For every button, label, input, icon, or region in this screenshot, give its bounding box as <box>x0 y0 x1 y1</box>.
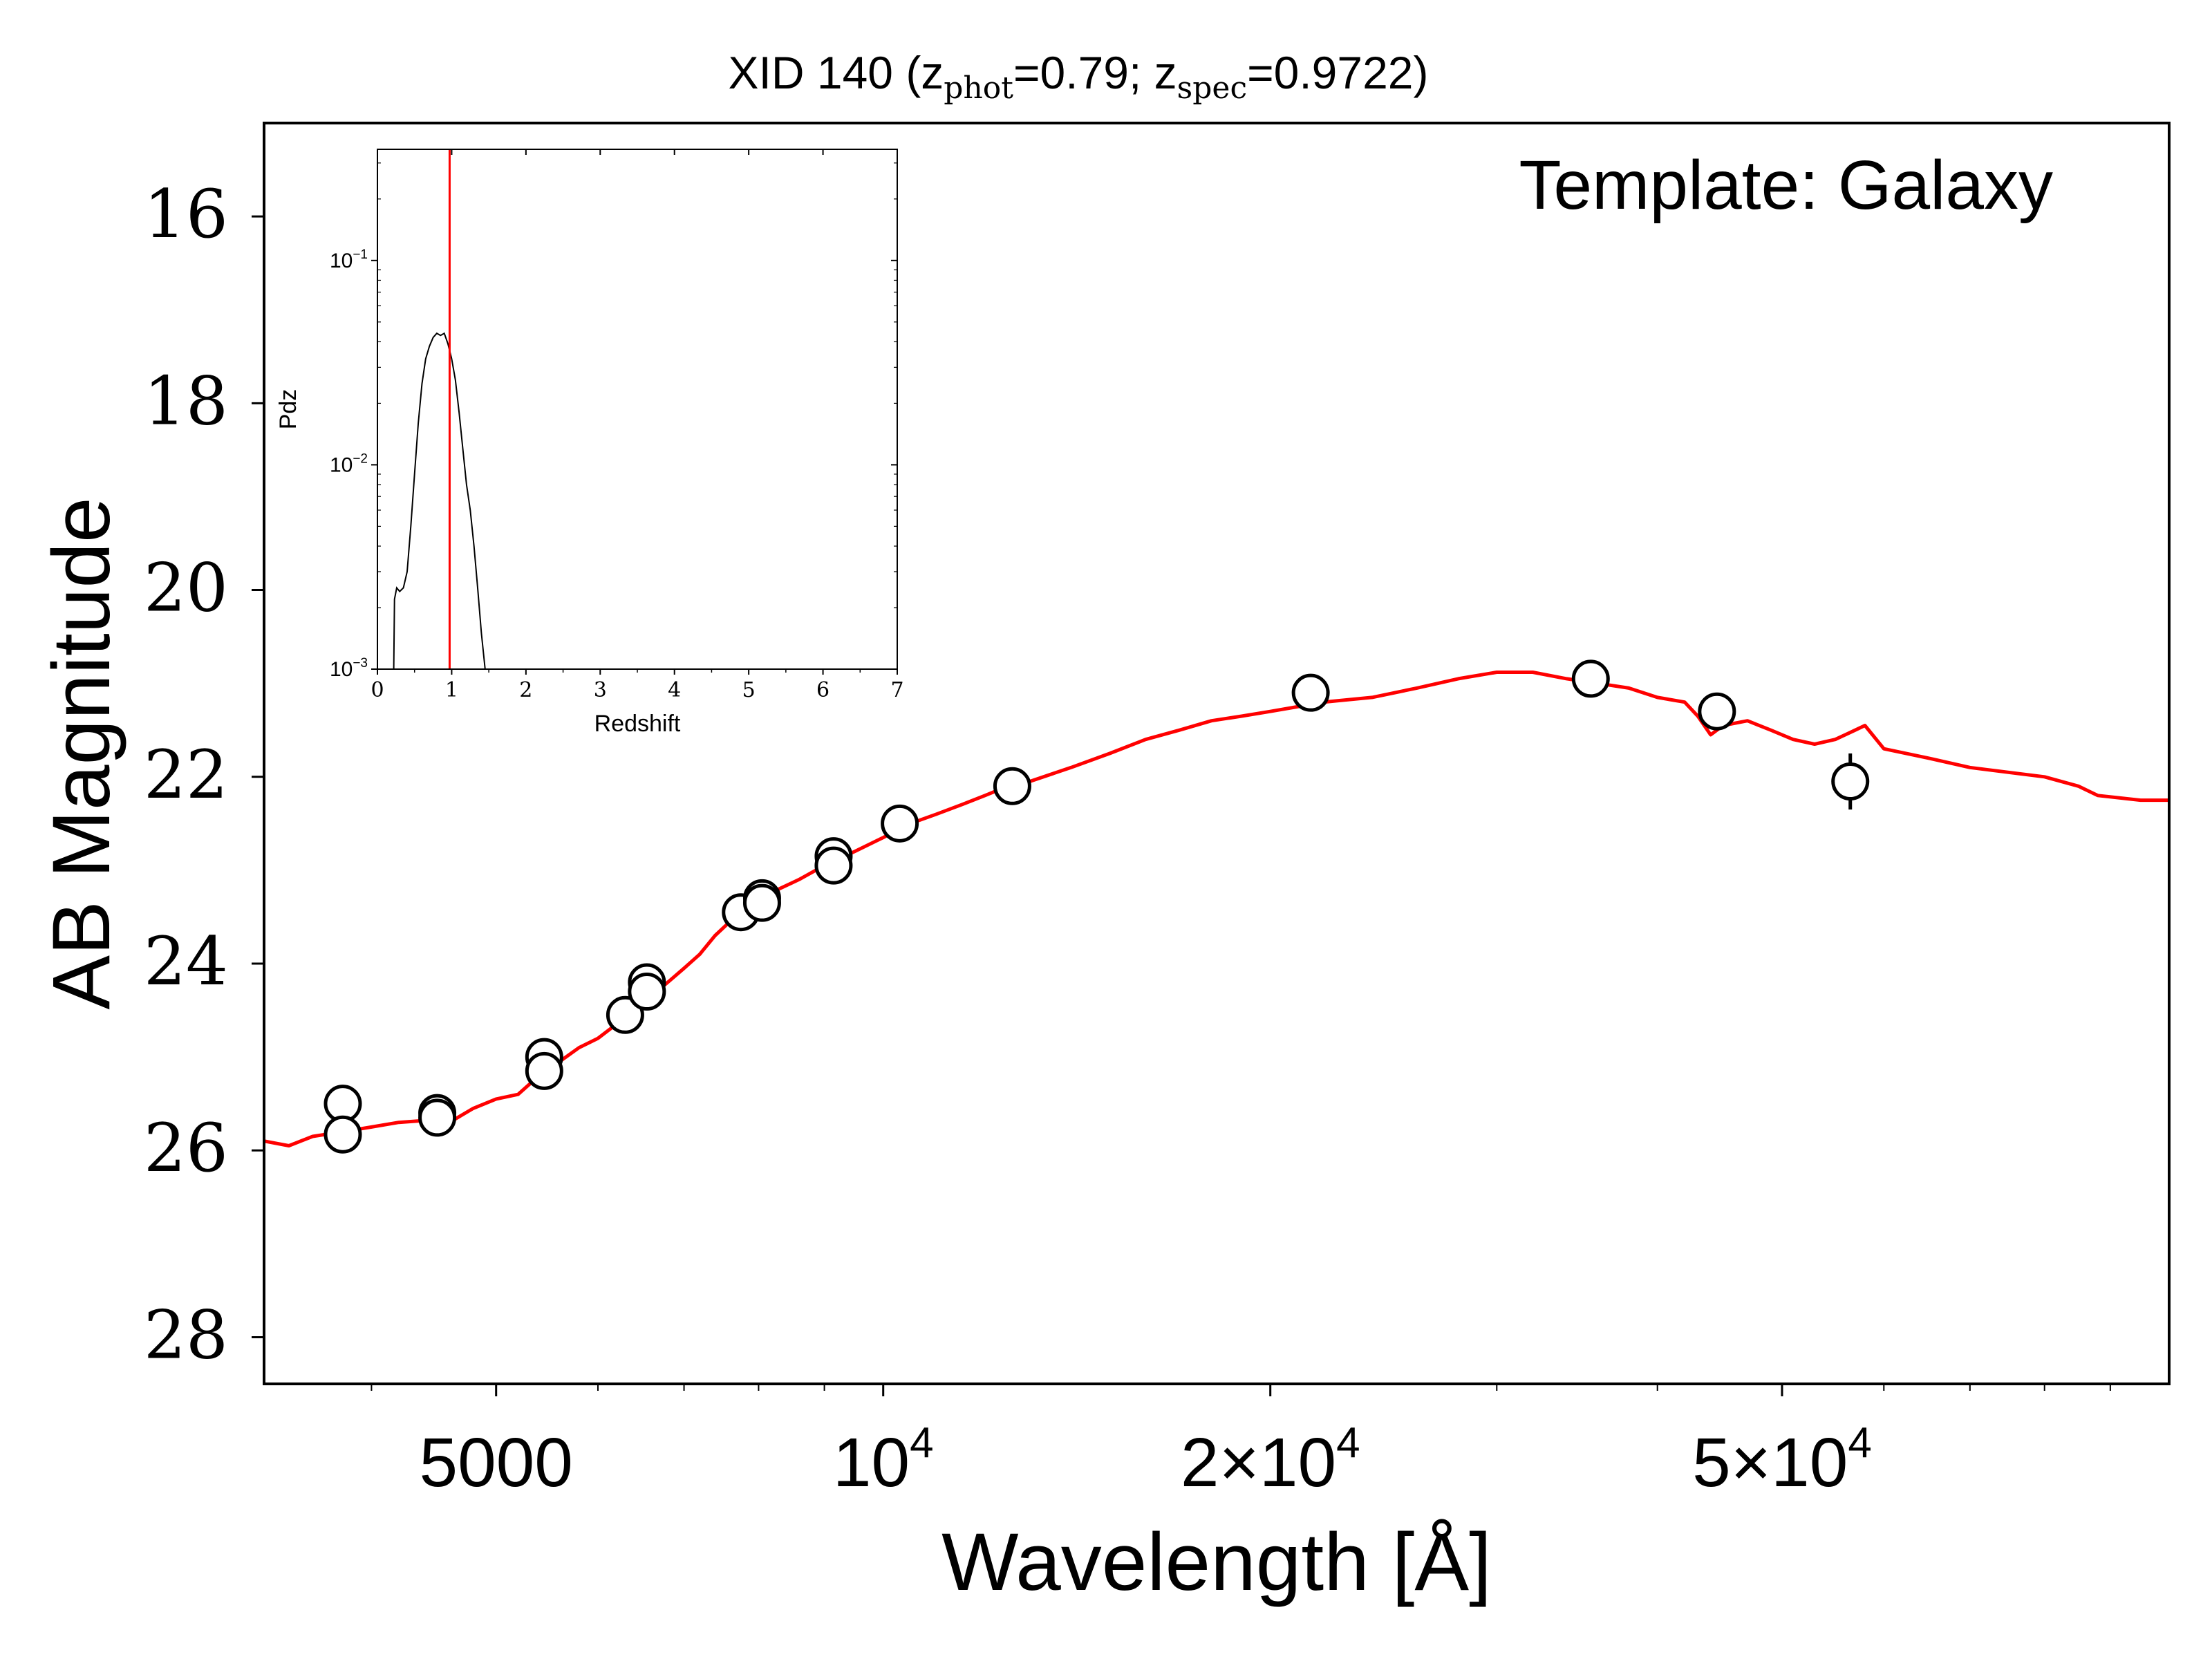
y-axis-label: AB Magnitude <box>36 497 127 1009</box>
photometry-point <box>1291 673 1330 712</box>
inset-background <box>377 149 897 669</box>
photometry-marker <box>1571 659 1610 698</box>
y-tick-label: 20 <box>144 550 228 627</box>
photometry-marker <box>418 1098 457 1137</box>
y-tick-label: 18 <box>144 362 228 440</box>
photometry-marker <box>606 995 644 1034</box>
photometry-point <box>814 846 853 885</box>
photometry-point <box>993 767 1031 805</box>
inset-y-tick-label: 10−1 <box>330 247 368 272</box>
photometry-point <box>525 1051 563 1090</box>
x-tick-label: 5×104 <box>1692 1419 1872 1501</box>
inset-x-tick-label: 4 <box>668 678 681 702</box>
inset-x-tick-label: 7 <box>890 678 903 702</box>
y-axis-ticks: 16 18 20 22 24 26 28 <box>144 176 264 1374</box>
inset-x-tick-label: 1 <box>445 678 458 702</box>
pdz-curve-layer <box>393 149 486 669</box>
inset-x-tick-label: 2 <box>519 678 532 702</box>
chart-title: XID 140 (zphot=0.79; zspec=0.9722) <box>729 47 1429 106</box>
inset-x-label: Redshift <box>594 711 681 737</box>
template-annotation: Template: Galaxy <box>1519 147 2053 224</box>
photometry-marker <box>881 804 919 843</box>
y-tick-label: 28 <box>144 1296 228 1374</box>
y-tick-label: 26 <box>144 1109 228 1187</box>
x-tick-label: 104 <box>833 1419 934 1501</box>
pdz-curve <box>393 332 486 669</box>
pdz-inset: 0 1 2 3 4 5 6 7 10−3 10−2 10−1 Redshift Pdz <box>275 149 904 737</box>
x-tick-label: 5000 <box>419 1424 572 1501</box>
photometry-marker <box>742 883 781 922</box>
photometry-points-layer <box>324 659 1870 1154</box>
y-tick-label: 22 <box>144 736 228 814</box>
photometry-point <box>742 883 781 922</box>
photometry-point <box>418 1098 457 1137</box>
photometry-point <box>881 804 919 843</box>
photometry-marker <box>814 846 853 885</box>
y-tick-label: 24 <box>144 923 228 1000</box>
photometry-point <box>606 995 644 1034</box>
photometry-point <box>628 973 666 1011</box>
inset-x-ticks: 0 1 2 3 4 5 6 7 <box>371 149 904 702</box>
x-tick-label: 2×104 <box>1181 1419 1360 1501</box>
x-axis-ticks: 5000 104 2×104 5×104 <box>371 1384 2111 1501</box>
y-tick-label: 16 <box>144 176 228 253</box>
photometry-marker <box>1291 673 1330 712</box>
photometry-point <box>324 1115 362 1154</box>
photometry-marker <box>1831 762 1870 801</box>
inset-y-tick-label: 10−3 <box>330 656 368 681</box>
inset-x-tick-label: 5 <box>742 678 756 702</box>
main-plot-frame <box>263 122 2171 1385</box>
inset-x-tick-label: 3 <box>594 678 607 702</box>
photometry-marker <box>628 973 666 1011</box>
photometry-marker <box>993 767 1031 805</box>
inset-x-tick-label: 6 <box>816 678 830 702</box>
photometry-point <box>1698 692 1736 731</box>
photometry-marker <box>1698 692 1736 731</box>
inset-x-tick-label: 0 <box>371 678 384 702</box>
photometry-marker <box>324 1115 362 1154</box>
inset-y-ticks: 10−3 10−2 10−1 <box>330 162 897 681</box>
x-axis-label: Wavelength [Å] <box>941 1517 1492 1608</box>
photometry-point <box>1571 659 1610 698</box>
photometry-point <box>1831 753 1870 810</box>
photometry-marker <box>525 1051 563 1090</box>
inset-y-label: Pdz <box>275 389 301 430</box>
inset-y-tick-label: 10−2 <box>330 451 368 476</box>
